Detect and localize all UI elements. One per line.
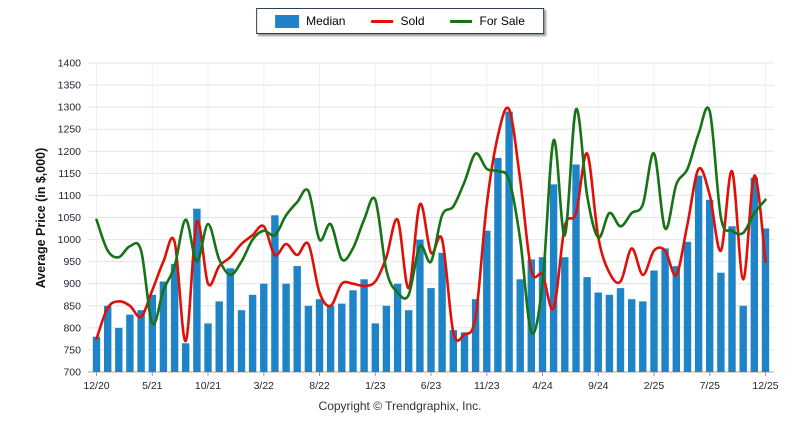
for-sale-line-swatch-icon — [450, 19, 473, 23]
legend-item-sold[interactable]: Sold — [371, 14, 425, 28]
svg-text:1350: 1350 — [58, 80, 82, 92]
svg-text:7/25: 7/25 — [700, 380, 721, 392]
svg-text:850: 850 — [63, 300, 81, 312]
legend-label-for-sale: For Sale — [479, 14, 525, 28]
svg-text:12/25: 12/25 — [752, 380, 778, 392]
svg-text:1250: 1250 — [58, 124, 82, 136]
svg-text:2/25: 2/25 — [644, 380, 665, 392]
svg-text:1150: 1150 — [58, 168, 81, 180]
svg-text:8/22: 8/22 — [309, 380, 330, 392]
svg-text:1050: 1050 — [58, 212, 82, 224]
chart-legend: Median Sold For Sale — [256, 8, 544, 34]
legend-item-for-sale[interactable]: For Sale — [450, 14, 525, 28]
copyright-text: Copyright © Trendgraphix, Inc. — [318, 399, 482, 413]
svg-text:900: 900 — [63, 278, 81, 290]
svg-text:1/23: 1/23 — [365, 380, 386, 392]
svg-text:12/20: 12/20 — [83, 380, 109, 392]
median-bar-swatch-icon — [275, 14, 300, 28]
svg-text:700: 700 — [63, 367, 81, 379]
svg-text:750: 750 — [63, 344, 81, 356]
svg-text:9/24: 9/24 — [588, 380, 609, 392]
svg-text:800: 800 — [63, 322, 81, 334]
svg-text:Average Price (in $,000): Average Price (in $,000) — [34, 148, 48, 289]
sold-line-swatch-icon — [371, 19, 394, 23]
legend-label-sold: Sold — [400, 14, 425, 28]
svg-text:1200: 1200 — [58, 146, 82, 158]
svg-text:1100: 1100 — [58, 190, 81, 202]
svg-text:1000: 1000 — [58, 234, 82, 246]
svg-text:5/21: 5/21 — [142, 380, 163, 392]
legend-item-median[interactable]: Median — [275, 14, 345, 28]
legend-label-median: Median — [306, 14, 346, 28]
svg-text:1300: 1300 — [58, 102, 82, 114]
svg-text:11/23: 11/23 — [474, 380, 500, 392]
svg-text:1400: 1400 — [58, 58, 82, 70]
svg-text:10/21: 10/21 — [195, 380, 221, 392]
svg-text:4/24: 4/24 — [532, 380, 553, 392]
svg-text:6/23: 6/23 — [421, 380, 442, 392]
svg-text:3/22: 3/22 — [254, 380, 275, 392]
svg-text:950: 950 — [63, 256, 81, 268]
